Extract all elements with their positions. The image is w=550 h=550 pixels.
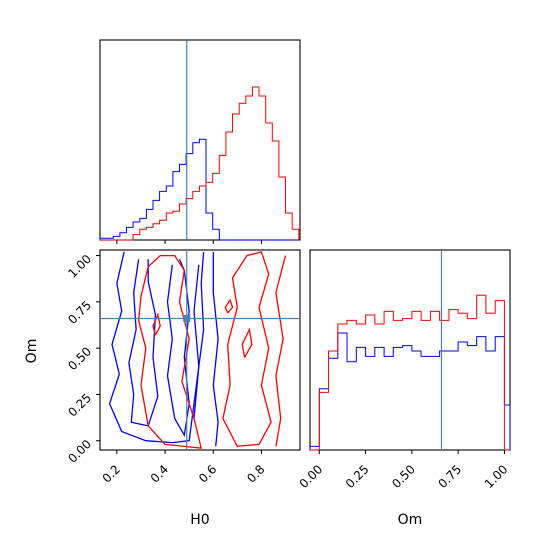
tick-label-om-x: 0.00	[297, 462, 326, 491]
contour-line-0	[108, 251, 205, 444]
contour-line-8	[152, 312, 161, 336]
hist-h0-group	[99, 40, 300, 241]
contour-line-5	[137, 254, 203, 449]
contour-line-6	[222, 251, 272, 447]
tick-label-om-y: 0.00	[65, 437, 94, 466]
contour-h0-om-group	[100, 250, 300, 450]
contour-line-1	[128, 259, 159, 427]
contour-line-9	[241, 327, 253, 358]
tick-label-om-x: 0.75	[435, 462, 464, 491]
tick-label-om-x: 0.25	[343, 462, 372, 491]
contour-line-4	[193, 264, 200, 419]
contour-line-10	[224, 298, 234, 314]
panel-2d-h0-om-frame	[99, 249, 301, 451]
tick-label-h0: 0.8	[244, 462, 267, 485]
x-axis-label-om: Om	[398, 512, 423, 528]
panel-hist-h0-frame	[99, 39, 301, 241]
hist-om-group	[309, 250, 511, 451]
tick-label-h0: 0.2	[100, 462, 123, 485]
hist-h0-blue-series	[99, 138, 299, 241]
tick-label-h0: 0.6	[196, 462, 219, 485]
contour-line-7	[275, 255, 287, 447]
truth-marker	[183, 315, 191, 323]
hist-h0-red-series	[100, 86, 300, 241]
tick-label-h0: 0.4	[148, 462, 171, 485]
tick-label-om-x: 0.50	[389, 462, 418, 491]
hist-om-blue-series	[309, 332, 511, 450]
tick-label-om-y: 0.75	[65, 298, 94, 327]
tick-label-om-y: 0.25	[65, 391, 94, 420]
contour-line-2	[166, 259, 190, 438]
hist-om-red-series	[310, 294, 510, 451]
tick-label-om-y: 0.50	[65, 344, 94, 373]
panel-hist-om-frame	[309, 249, 511, 451]
tick-label-om-y: 1.00	[65, 252, 94, 281]
ticks-group: 0.2 0.4 0.6 0.8 0.00 0.00 0.25 0.25 0.50 0.50 0.75…	[65, 240, 511, 491]
tick-label-om-x: 1.00	[482, 462, 511, 491]
x-axis-label-h0: H0	[190, 512, 209, 528]
contour-line-3	[212, 251, 219, 447]
y-axis-label-om: Om	[24, 339, 40, 364]
